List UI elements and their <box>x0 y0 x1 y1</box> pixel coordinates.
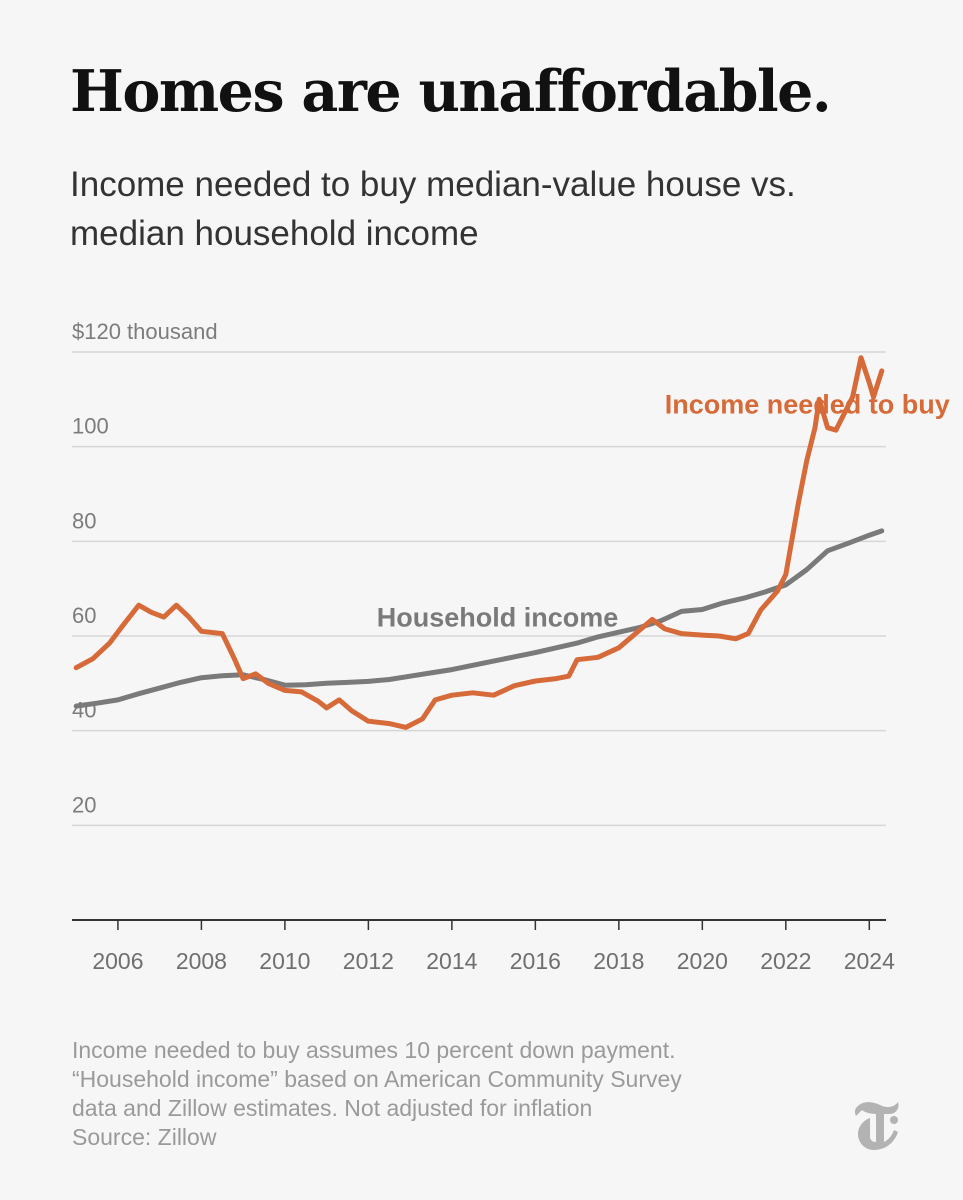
footnote-line: “Household income” based on American Com… <box>72 1066 682 1092</box>
series-line-income-needed-to-buy <box>73 355 885 730</box>
x-tick-label: 2020 <box>677 948 728 974</box>
y-tick-label: $120 thousand <box>72 319 218 344</box>
y-tick-label: 60 <box>72 603 96 628</box>
y-tick-label: 100 <box>72 414 109 439</box>
series-label: Household income <box>377 603 619 633</box>
x-tick-label: 2018 <box>593 948 644 974</box>
series-line-household-income <box>73 528 885 709</box>
line-chart: 2006 2008 2010 2012 2014 2016 2018 2020 2022 2024… <box>72 319 950 974</box>
x-axis: 2006 2008 2010 2012 2014 2016 2018 2020 2022 2024 <box>72 919 895 974</box>
footnote-line: data and Zillow estimates. Not adjusted … <box>72 1095 593 1121</box>
x-tick-label: 2016 <box>510 948 561 974</box>
x-tick-label: 2022 <box>760 948 811 974</box>
series-labels: Household income Income needed to buy <box>377 390 950 633</box>
chart-title: Homes are unaffordable. <box>70 58 832 125</box>
footnote: Income needed to buy assumes 10 percent … <box>72 1036 832 1152</box>
footnote-line: Income needed to buy assumes 10 percent … <box>72 1037 676 1063</box>
x-tick-label: 2008 <box>176 948 227 974</box>
x-tick-label: 2006 <box>92 948 143 974</box>
nyt-t-logo-icon <box>854 1102 899 1150</box>
x-tick-label: 2014 <box>426 948 477 974</box>
x-tick-label: 2012 <box>343 948 394 974</box>
chart-subtitle: Income needed to buy median-value house … <box>70 165 796 253</box>
y-tick-label: 80 <box>72 508 96 533</box>
series-lines <box>73 355 885 730</box>
gridlines <box>72 351 886 827</box>
x-tick-label: 2024 <box>844 948 895 974</box>
source-line: Source: Zillow <box>72 1124 217 1150</box>
x-tick-label: 2010 <box>259 948 310 974</box>
y-tick-label: 20 <box>72 792 96 817</box>
series-label: Income needed to buy <box>665 390 950 420</box>
